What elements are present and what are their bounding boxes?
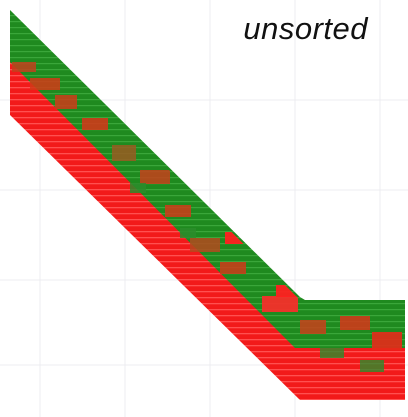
mixed-patch [82, 118, 108, 130]
mixed-patch [300, 320, 326, 334]
mixed-patch [180, 228, 196, 238]
mixed-patch [140, 170, 170, 184]
mixed-patch [12, 62, 36, 72]
sort-state-caption: unsorted [243, 11, 368, 46]
layered-path-band [10, 10, 405, 400]
mixed-patch [220, 262, 246, 274]
mixed-patch [340, 316, 370, 330]
mixed-patch [360, 360, 384, 372]
mixed-patch [55, 95, 77, 109]
mixed-patch [320, 348, 344, 358]
mixed-patch [262, 296, 298, 312]
green-layer [10, 10, 405, 348]
mixed-patch [112, 145, 136, 161]
mixed-layer-patches [12, 62, 402, 372]
mixed-patch [165, 205, 191, 217]
mixed-patch [30, 78, 60, 90]
mixed-patch [372, 332, 402, 350]
mixed-patch [130, 183, 146, 193]
mixed-patch [190, 238, 220, 252]
